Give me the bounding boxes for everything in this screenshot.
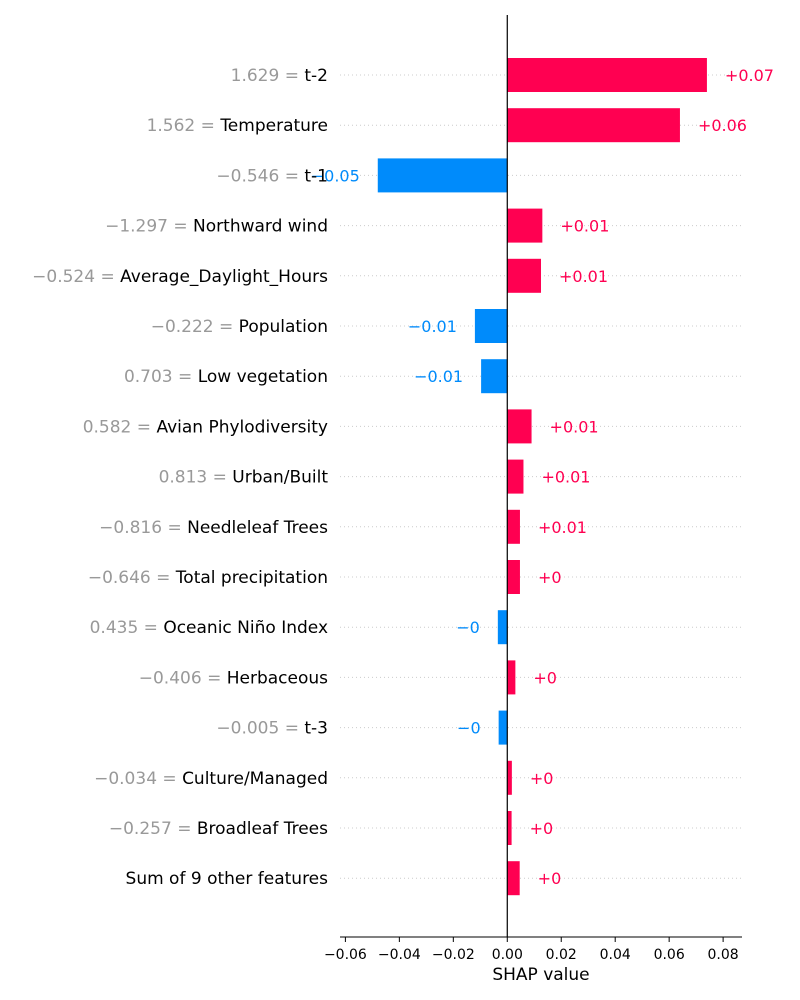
bar-value-label: +0	[538, 568, 562, 587]
x-tick-label: 0.08	[708, 947, 739, 963]
feature-value: −0.524 =	[32, 267, 120, 287]
bar-value-label: +0	[530, 819, 554, 838]
feature-name: Needleleaf Trees	[187, 518, 328, 538]
feature-label: 1.562 = Temperature	[147, 116, 328, 136]
x-axis-title: SHAP value	[492, 965, 589, 985]
bar-value-label: +0.01	[538, 518, 587, 537]
bar-value-label: −0	[457, 719, 481, 738]
feature-value: −0.005 =	[216, 719, 304, 739]
bar-value-label: −0.01	[408, 317, 457, 336]
feature-value: −0.816 =	[99, 518, 187, 538]
bar	[507, 861, 520, 896]
feature-name: Avian Phylodiversity	[156, 417, 328, 437]
bar	[474, 309, 508, 343]
feature-value: 0.703 =	[124, 367, 198, 387]
feature-value: 1.562 =	[147, 116, 221, 136]
feature-value: −0.257 =	[109, 819, 197, 839]
bar-value-label: +0.01	[560, 217, 609, 236]
bar-value-label: +0.01	[550, 417, 599, 436]
bar-value-label: +0	[533, 668, 557, 687]
x-axis: −0.06 −0.04 −0.02 0.00 0.02 0.04 0.06 0.08	[324, 936, 742, 963]
x-tick-label: −0.06	[324, 947, 367, 963]
bar-value-label: −0	[456, 618, 480, 637]
x-tick-label: 0.02	[546, 947, 577, 963]
feature-label: −0.524 = Average_Daylight_Hours	[32, 267, 328, 287]
feature-label: 1.629 = t-2	[231, 66, 328, 86]
feature-value: −0.646 =	[88, 568, 176, 588]
bar	[507, 258, 541, 293]
bar	[507, 660, 516, 695]
bar	[507, 459, 524, 494]
x-tick-label: 0.06	[654, 947, 685, 963]
feature-name: Northward wind	[193, 217, 328, 237]
bar-value-label: +0.06	[698, 116, 747, 135]
feature-label: 0.435 = Oceanic Niño Index	[90, 618, 328, 638]
bar-value-label: +0	[538, 869, 562, 888]
bar-value-label: −0.01	[414, 367, 463, 386]
bar	[377, 158, 508, 193]
bar	[507, 811, 512, 845]
bar	[497, 610, 508, 645]
feature-label: −0.406 = Herbaceous	[139, 668, 328, 688]
feature-label: −0.816 = Needleleaf Trees	[99, 518, 328, 538]
feature-value: −0.546 =	[216, 166, 304, 186]
x-tick-label: 0.04	[600, 947, 631, 963]
feature-value: −0.034 =	[94, 769, 182, 789]
x-tick-label: −0.04	[378, 947, 421, 963]
feature-name: Temperature	[219, 116, 328, 136]
feature-label: −0.034 = Culture/Managed	[94, 769, 328, 789]
feature-label: −0.222 = Population	[151, 317, 328, 337]
feature-label: 0.703 = Low vegetation	[124, 367, 328, 387]
feature-value: −0.222 =	[151, 317, 239, 337]
feature-value: −1.297 =	[105, 217, 193, 237]
feature-name: Urban/Built	[232, 468, 328, 488]
feature-name: Herbaceous	[227, 668, 328, 688]
feature-name: t-3	[304, 719, 328, 739]
feature-label: 0.582 = Avian Phylodiversity	[83, 417, 328, 437]
bar-value-label: +0.07	[725, 66, 774, 85]
x-tick-label: 0.00	[492, 947, 523, 963]
feature-name: Culture/Managed	[182, 769, 328, 789]
x-tick-label: −0.02	[432, 947, 475, 963]
feature-name: Population	[239, 317, 328, 337]
bar	[507, 409, 532, 444]
bar	[498, 710, 508, 745]
feature-value: 0.435 =	[90, 618, 164, 638]
feature-name: Broadleaf Trees	[197, 819, 328, 839]
bar	[507, 208, 543, 243]
bar	[507, 108, 680, 143]
feature-value: 0.582 =	[83, 417, 157, 437]
feature-value: 1.629 =	[231, 66, 305, 86]
feature-name: t-1	[304, 166, 328, 186]
feature-value: 0.813 =	[159, 468, 233, 488]
feature-name: t-2	[304, 66, 328, 86]
feature-value: −0.406 =	[139, 668, 227, 688]
feature-name: Sum of 9 other features	[126, 869, 329, 889]
bar	[507, 560, 520, 594]
bar-value-label: −0.05	[311, 166, 360, 185]
feature-label: 0.813 = Urban/Built	[159, 468, 329, 488]
feature-label: −0.005 = t-3	[216, 719, 328, 739]
bar-value-labels: +0.07 +0.06 −0.05 +0.01 +0.01 −0.01 −0.01 +0.01…	[311, 66, 774, 888]
feature-label: −0.646 = Total precipitation	[88, 568, 328, 588]
feature-name: Oceanic Niño Index	[163, 618, 328, 638]
bars	[377, 58, 707, 896]
bar	[507, 509, 520, 544]
feature-name: Average_Daylight_Hours	[120, 267, 328, 287]
bar-value-label: +0.01	[559, 267, 608, 286]
feature-name: Total precipitation	[175, 568, 328, 588]
bar	[481, 359, 508, 394]
bar-value-label: +0.01	[541, 468, 590, 487]
bar-value-label: +0	[530, 769, 554, 788]
bar	[507, 58, 707, 92]
feature-name: Low vegetation	[198, 367, 328, 387]
feature-labels: 1.629 = t-2 1.562 = Temperature −0.546 = t…	[32, 66, 328, 889]
feature-label: −0.257 = Broadleaf Trees	[109, 819, 328, 839]
feature-label: −0.546 = t-1	[216, 166, 328, 186]
bar	[507, 760, 512, 795]
feature-label: Sum of 9 other features	[126, 869, 329, 889]
feature-label: −1.297 = Northward wind	[105, 217, 328, 237]
